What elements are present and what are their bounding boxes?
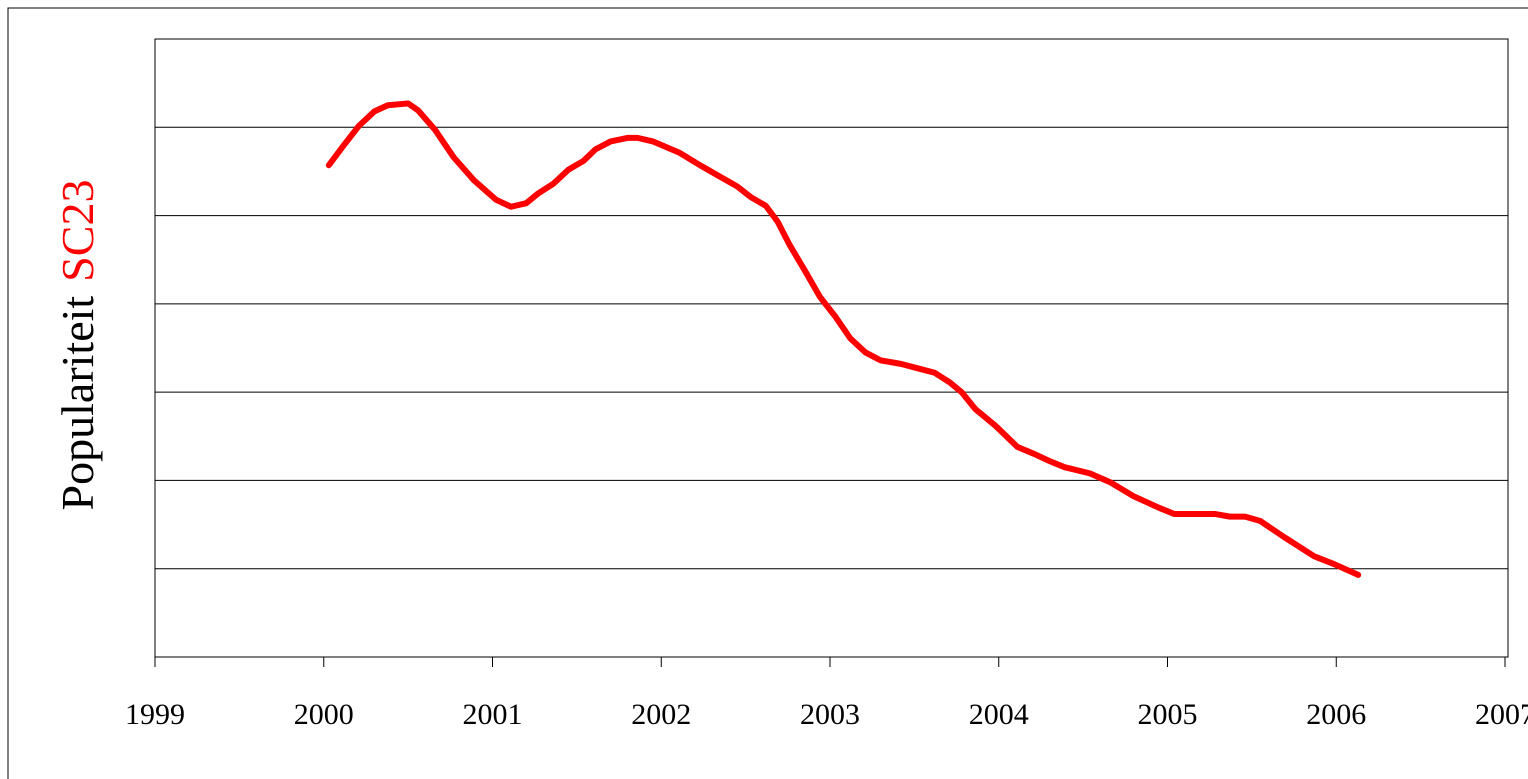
y-label-highlight: SC23 [52, 180, 103, 282]
x-tick-label: 2005 [1138, 698, 1198, 731]
x-tick-label: 2002 [631, 698, 691, 731]
plot-area [154, 38, 1509, 658]
line [325, 100, 1362, 578]
y-axis-label: Populariteit SC23 [52, 180, 103, 511]
x-tick-label: 2003 [800, 698, 860, 731]
y-label: Populariteit [52, 296, 103, 511]
x-tick-label: 2007 [1475, 698, 1528, 731]
x-tick-label: 1999 [125, 698, 185, 731]
x-tick-label: 2006 [1306, 698, 1366, 731]
x-tick-label: 2004 [969, 698, 1029, 731]
x-tick-label: 2001 [463, 698, 523, 731]
x-tick-label: 2000 [294, 698, 354, 731]
frame [7, 7, 1528, 779]
